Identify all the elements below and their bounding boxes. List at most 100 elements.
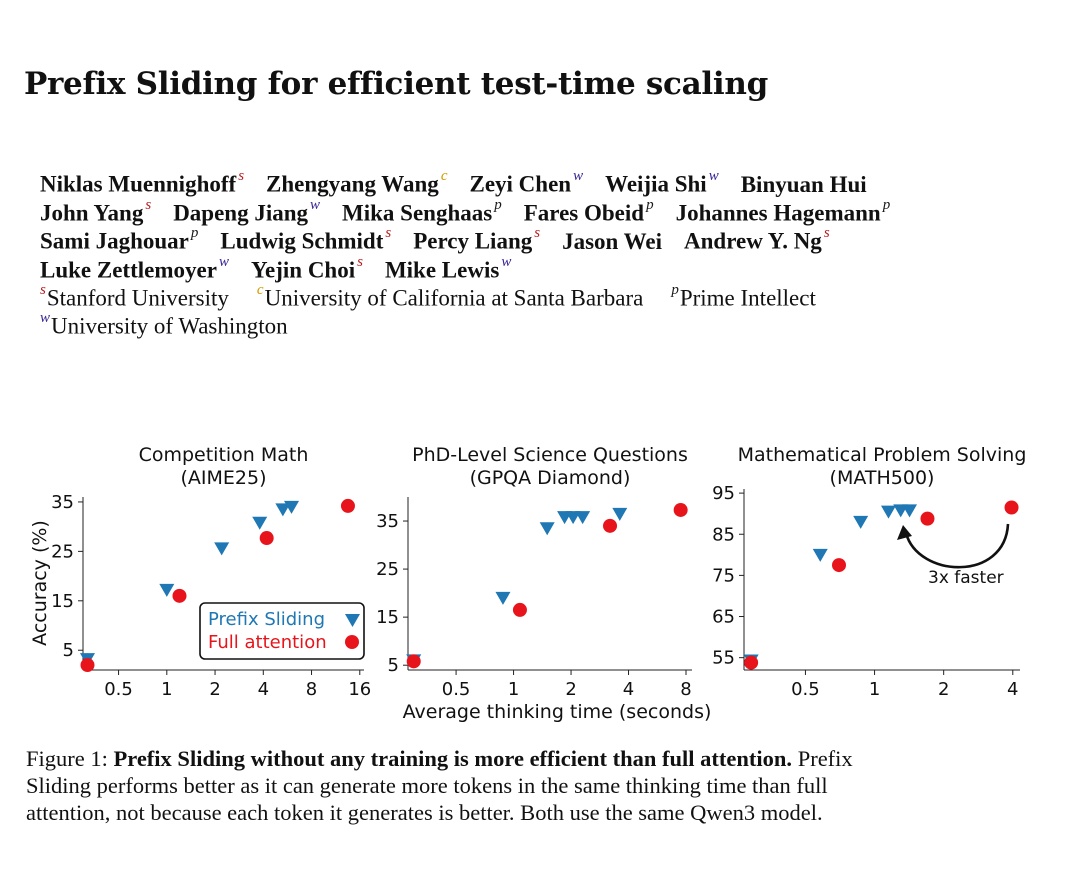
author-name: Niklas Muennighoff s — [40, 165, 244, 199]
author-name-text: Zeyi Chen — [469, 171, 572, 197]
author-name: Fares Obeid p — [524, 194, 654, 228]
affiliation-mark: w — [501, 253, 512, 270]
panel-subtitle: (GPQA Diamond) — [470, 467, 631, 489]
affiliation-mark: s — [40, 282, 46, 298]
caption-line-2: Sliding performs better as it can genera… — [26, 773, 828, 798]
affiliation-mark: s — [823, 225, 830, 241]
affiliation-mark: p — [494, 196, 502, 213]
affiliation-mark: s — [238, 168, 245, 184]
author-name-text: Percy Liang — [413, 228, 533, 254]
affiliation-mark: p — [671, 282, 679, 298]
author-name-text: Luke Zettlemoyer — [40, 257, 217, 283]
author-name: Mika Senghaas p — [342, 194, 502, 228]
speedup-arrowhead — [897, 525, 912, 540]
prefix-sliding-point — [252, 516, 268, 530]
affiliation-mark: s — [534, 225, 541, 241]
author-name-text: Mika Senghaas — [342, 200, 493, 226]
legend-full-label: Full attention — [208, 632, 327, 653]
full-attention-point — [1004, 500, 1019, 515]
y-tick-label: 35 — [51, 492, 74, 513]
speedup-annotation: 3x faster — [928, 568, 1004, 588]
y-axis-label: Accuracy (%) — [29, 520, 51, 646]
y-tick-label: 5 — [63, 640, 74, 661]
figure-caption: Figure 1: Prefix Sliding without any tra… — [26, 745, 1046, 826]
prefix-sliding-point — [880, 505, 896, 519]
author-name-text: Mike Lewis — [384, 257, 500, 283]
affiliation-line: sStanford University cUniversity of Calif… — [40, 279, 1050, 311]
author-block: Niklas Muennighoff s Zhengyang Wang c Zeyi C… — [40, 165, 1050, 339]
prefix-sliding-point — [214, 542, 230, 556]
x-tick-label: 2 — [938, 679, 949, 700]
figure-1: Competition Math(AIME25)0.5 1 2 4 8 165152535… — [29, 444, 1026, 723]
author-name: Luke Zettlemoyer w — [40, 251, 229, 285]
x-tick-label: 0.5 — [791, 679, 820, 700]
caption-prefix: Figure 1: — [26, 746, 108, 771]
panel-subtitle: (MATH500) — [830, 467, 935, 489]
prefix-sliding-point — [612, 507, 628, 521]
y-tick-label: 25 — [376, 559, 399, 580]
x-tick-label: 4 — [1007, 679, 1018, 700]
y-tick-label: 15 — [376, 607, 399, 628]
speedup-arrow — [904, 523, 1010, 569]
affiliation-mark: w — [218, 253, 229, 270]
author-name-text: Jason Wei — [562, 228, 662, 254]
prefix-sliding-point — [812, 548, 828, 562]
x-tick-label: 0.5 — [104, 679, 133, 700]
prefix-sliding-point — [853, 515, 869, 529]
author-name-text: Niklas Muennighoff — [40, 171, 237, 197]
full-attention-point — [673, 502, 688, 517]
affiliation-mark: s — [385, 225, 392, 241]
x-tick-label: 2 — [209, 679, 220, 700]
prefix-sliding-point — [275, 503, 291, 517]
author-name-text: Andrew Y. Ng — [684, 228, 822, 254]
prefix-sliding-point — [539, 522, 555, 536]
x-tick-label: 4 — [623, 679, 634, 700]
full-attention-point — [512, 602, 527, 617]
full-attention-point — [920, 511, 935, 526]
prefix-sliding-point — [575, 511, 591, 525]
prefix-sliding-point — [902, 504, 918, 518]
legend-box — [199, 602, 365, 660]
affiliation-name: Stanford University — [46, 285, 229, 311]
caption-bold: Prefix Sliding without any training is m… — [113, 746, 793, 771]
x-tick-label: 16 — [348, 679, 371, 700]
author-line: John Yang s Dapeng Jiang w Mika Senghaas p Far… — [40, 194, 1050, 226]
prefix-sliding-point — [495, 591, 511, 605]
author-line: Sami Jaghouar p Ludwig Schmidt s Percy Liang… — [40, 222, 1050, 254]
full-attention-point — [340, 498, 355, 513]
prefix-sliding-point — [565, 511, 581, 525]
author-name: Sami Jaghouar p — [40, 222, 198, 256]
author-name: Ludwig Schmidt s — [220, 222, 391, 256]
x-tick-label: 1 — [869, 679, 880, 700]
author-name-text: Fares Obeid — [523, 200, 645, 226]
caption-line1-rest: Prefix — [797, 746, 853, 771]
affiliation-mark: s — [145, 196, 152, 213]
y-tick-label: 85 — [712, 524, 735, 545]
affiliation-mark: c — [440, 168, 448, 184]
full-attention-point — [406, 654, 421, 669]
y-tick-label: 15 — [51, 591, 74, 612]
author-name-text: Johannes Hagemann — [675, 200, 881, 226]
x-tick-label: 2 — [565, 679, 576, 700]
affiliation-mark: p — [646, 196, 654, 213]
y-tick-label: 35 — [376, 511, 399, 532]
panel-title: PhD-Level Science Questions — [412, 444, 688, 466]
y-tick-label: 55 — [712, 648, 735, 669]
affiliation-mark: w — [40, 310, 51, 326]
full-attention-point — [172, 588, 187, 603]
x-axis-label: Average thinking time (seconds) — [403, 701, 712, 723]
affiliation-name: University of California at Santa Barbar… — [264, 285, 644, 311]
panel-subtitle: (AIME25) — [180, 467, 266, 489]
affiliation-mark: p — [882, 196, 891, 213]
x-tick-label: 1 — [508, 679, 519, 700]
panel-title: Competition Math — [139, 444, 309, 466]
affiliation: sStanford University — [40, 279, 229, 313]
prefix-sliding-point — [284, 500, 300, 514]
y-tick-label: 65 — [712, 607, 735, 628]
affiliation: cUniversity of California at Santa Barba… — [257, 279, 643, 313]
author-name: Dapeng Jiang w — [173, 194, 320, 228]
x-tick-label: 8 — [680, 679, 691, 700]
affiliation-mark: p — [190, 225, 199, 241]
author-name-text: John Yang — [40, 200, 144, 226]
legend-prefix-marker — [345, 614, 360, 627]
